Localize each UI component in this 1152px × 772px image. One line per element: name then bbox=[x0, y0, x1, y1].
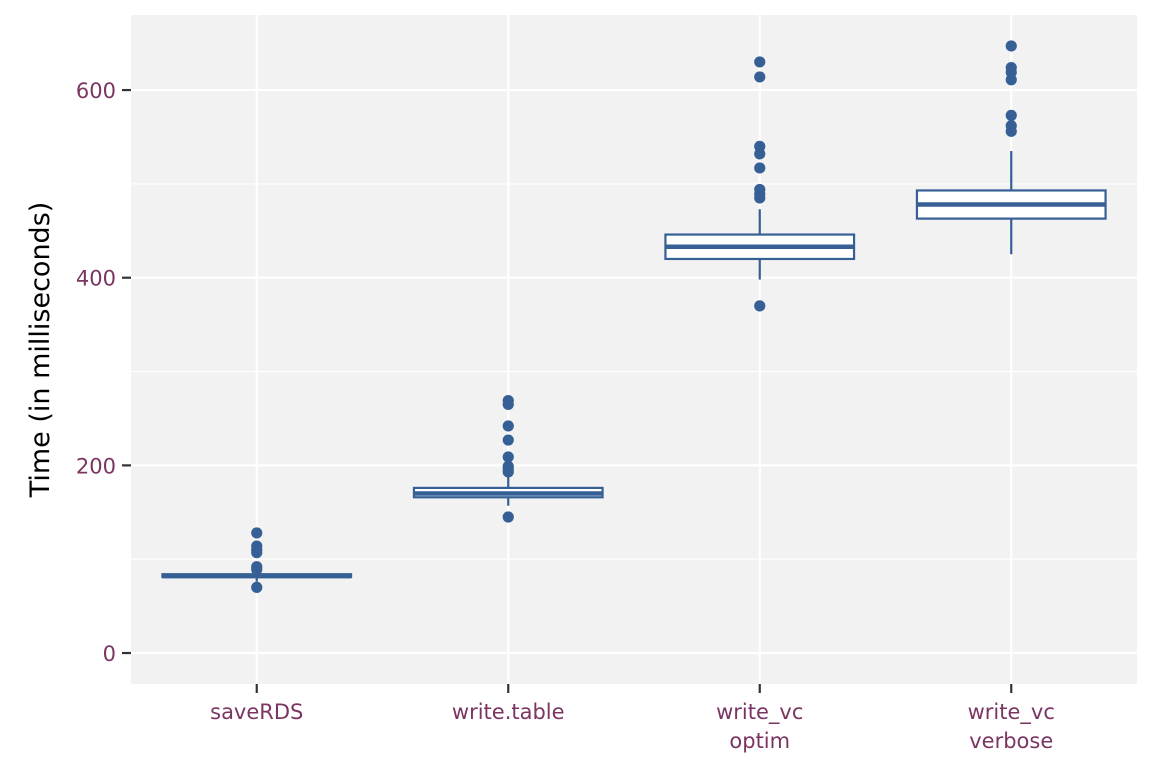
outlier-point bbox=[754, 300, 766, 312]
y-tick-label: 400 bbox=[76, 267, 116, 291]
y-axis-title: Time (in milliseconds) bbox=[25, 202, 56, 499]
x-tick-label: write.table bbox=[452, 700, 565, 724]
outlier-point bbox=[502, 511, 514, 523]
outlier-point bbox=[1005, 125, 1017, 137]
outlier-point bbox=[1005, 109, 1017, 121]
outlier-point bbox=[502, 420, 514, 432]
y-tick-label: 200 bbox=[76, 454, 116, 478]
x-tick-label: optim bbox=[729, 729, 790, 753]
outlier-point bbox=[502, 398, 514, 410]
outlier-point bbox=[502, 466, 514, 478]
outlier-point bbox=[1005, 40, 1017, 52]
outlier-point bbox=[502, 434, 514, 446]
outlier-point bbox=[754, 56, 766, 68]
x-tick-label: write_vc bbox=[968, 700, 1055, 725]
y-tick-label: 600 bbox=[76, 79, 116, 103]
outlier-point bbox=[251, 527, 263, 539]
outlier-point bbox=[754, 192, 766, 204]
outlier-point bbox=[502, 451, 514, 463]
x-tick-label: write_vc bbox=[716, 700, 803, 725]
outlier-point bbox=[1005, 74, 1017, 86]
outlier-point bbox=[251, 547, 263, 559]
outlier-point bbox=[754, 162, 766, 174]
outlier-point bbox=[754, 148, 766, 160]
outlier-point bbox=[251, 581, 263, 593]
plot-panel bbox=[131, 15, 1137, 684]
x-tick-label: verbose bbox=[969, 729, 1053, 753]
y-tick-label: 0 bbox=[103, 642, 116, 666]
outlier-point bbox=[754, 71, 766, 83]
x-tick-label: saveRDS bbox=[210, 700, 303, 724]
outlier-point bbox=[251, 563, 263, 576]
